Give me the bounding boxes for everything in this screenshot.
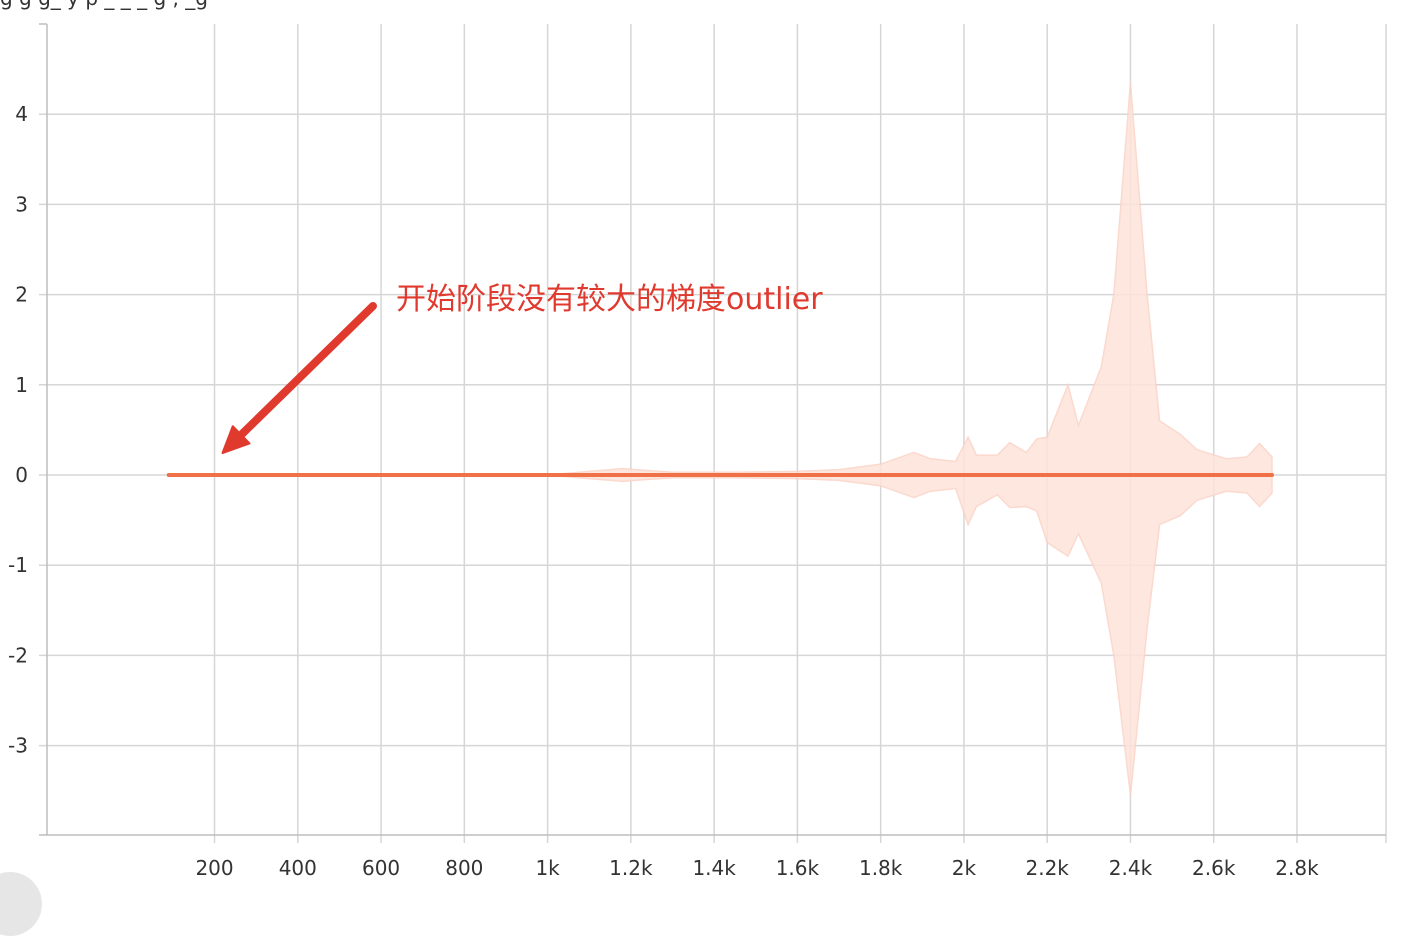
x-tick-label: 200 <box>195 856 233 880</box>
x-tick-label: 2.4k <box>1109 856 1153 880</box>
x-tick-label: 1.6k <box>776 856 820 880</box>
y-tick-label: -3 <box>8 734 28 758</box>
y-tick-label: 0 <box>15 463 28 487</box>
x-tick-label: 1.4k <box>692 856 736 880</box>
annotation-arrow-head <box>221 425 251 454</box>
y-tick-label: 2 <box>15 283 28 307</box>
y-tick-label: -2 <box>8 643 28 667</box>
x-tick-label: 2.2k <box>1026 856 1070 880</box>
x-tick-label: 2.8k <box>1275 856 1319 880</box>
x-tick-label: 800 <box>445 856 483 880</box>
x-tick-label: 1.2k <box>609 856 653 880</box>
y-tick-label: 1 <box>15 373 28 397</box>
y-tick-label: -1 <box>8 553 28 577</box>
annotation-label: 开始阶段没有较大的梯度outlier <box>396 282 823 317</box>
annotation: 开始阶段没有较大的梯度outlier <box>221 282 823 454</box>
x-tick-label: 400 <box>279 856 317 880</box>
grid-lines <box>39 24 1387 843</box>
x-tick-label: 1k <box>535 856 560 880</box>
annotation-arrow-shaft <box>237 302 377 439</box>
y-tick-label: 3 <box>15 192 28 216</box>
x-tick-label: 1.8k <box>859 856 903 880</box>
x-tick-label: 2.6k <box>1192 856 1236 880</box>
x-tick-label: 2k <box>952 856 977 880</box>
y-tick-label: 4 <box>15 102 28 126</box>
x-tick-label: 600 <box>362 856 400 880</box>
axes <box>39 23 1386 836</box>
chart-plot: 200 400 600 800 1k 1.2k 1.4k 1.6k 1.8k 2k 2.2k 2.4k… <box>8 23 1387 880</box>
std-band-area <box>168 82 1273 796</box>
std-band <box>168 82 1273 796</box>
chart-title-truncated: g g g_ y p _ _ _ g , _g <box>0 0 208 10</box>
tick-labels: 200 400 600 800 1k 1.2k 1.4k 1.6k 1.8k 2k 2.2k 2.4k… <box>8 102 1319 880</box>
